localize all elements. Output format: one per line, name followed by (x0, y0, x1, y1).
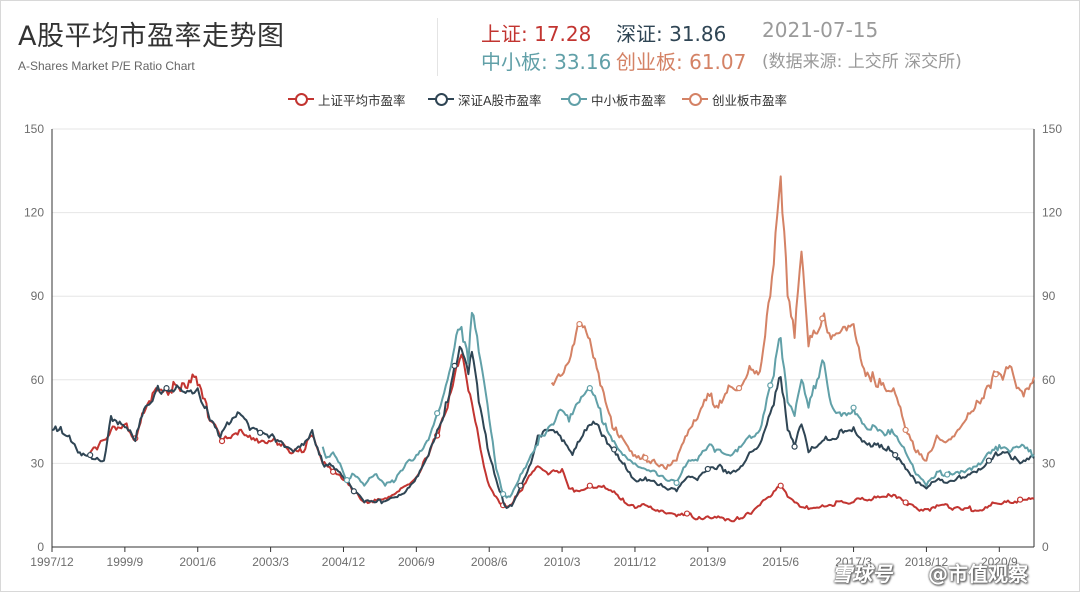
stat-sme-value: 33.16 (554, 50, 612, 74)
x-tick-label: 2008/6 (471, 555, 508, 569)
x-tick-label: 2017/3 (835, 555, 872, 569)
watermark-author: @市值观察 (928, 562, 1028, 586)
legend-marker-icon (428, 92, 454, 106)
data-point-marker (777, 482, 784, 489)
data-point-marker (850, 404, 857, 411)
data-point-marker (218, 438, 226, 445)
y-tick-label-left: 90 (31, 289, 45, 303)
data-point-marker (611, 446, 618, 453)
data-point-marker (735, 385, 743, 392)
x-tick-label: 2015/6 (762, 555, 799, 569)
data-point-marker (350, 488, 357, 495)
stat-chinext-value: 61.07 (689, 50, 747, 74)
data-point-marker (499, 490, 507, 498)
series-line (321, 311, 1035, 499)
y-tick-label-left: 120 (24, 206, 44, 220)
y-tick-label-right: 60 (1042, 373, 1056, 387)
data-point-marker (329, 468, 337, 475)
series-line (89, 353, 1035, 523)
y-tick-label-right: 30 (1042, 456, 1056, 470)
x-tick-label: 2001/6 (179, 555, 216, 569)
chart-legend: 上证平均市盈率 深证A股市盈率 中小板市盈率 创业板市盈率 (0, 88, 1080, 110)
x-tick-label: 2006/9 (398, 555, 435, 569)
x-tick-label: 2003/3 (252, 555, 289, 569)
legend-label: 中小板市盈率 (591, 92, 667, 108)
data-point-marker (985, 457, 992, 464)
legend-label: 创业板市盈率 (712, 92, 788, 108)
data-point-marker (819, 315, 826, 322)
stat-sme-label: 中小板: (481, 50, 548, 74)
data-point-marker (87, 451, 94, 459)
legend-item-sme[interactable]: 中小板市盈率 (561, 88, 666, 110)
series-line (51, 345, 1035, 509)
x-tick-label: 2020/9 (981, 555, 1018, 569)
legend-marker-icon (682, 92, 708, 106)
x-tick-label: 2018/12 (905, 555, 949, 569)
y-tick-label-left: 0 (37, 540, 44, 554)
data-point-marker (892, 451, 899, 459)
data-source: (数据来源: 上交所 深交所) (762, 52, 962, 72)
x-tick-label: 2004/12 (322, 555, 366, 569)
data-point-marker (576, 320, 583, 328)
page-subtitle: A-Shares Market P/E Ratio Chart (18, 59, 195, 73)
data-point-marker (451, 362, 458, 369)
data-point-marker (902, 499, 909, 506)
y-tick-label-right: 0 (1042, 540, 1049, 554)
header-divider (437, 18, 438, 76)
watermark-brand: 雪球号 (832, 562, 892, 586)
stat-chinext-label: 创业板: (616, 50, 683, 74)
data-point-marker (257, 429, 264, 436)
data-point-marker (683, 510, 691, 517)
series-line (550, 175, 1035, 470)
data-point-marker (992, 371, 999, 378)
y-tick-label-right: 90 (1042, 289, 1056, 303)
legend-marker-icon (561, 92, 587, 106)
x-tick-label: 1999/9 (107, 555, 144, 569)
stat-sme: 中小板: 33.16 (481, 46, 611, 75)
x-tick-label: 2011/12 (614, 555, 657, 569)
data-point-marker (704, 465, 711, 473)
stat-chinext: 创业板: 61.07 (616, 46, 746, 75)
y-tick-label-left: 30 (31, 456, 45, 470)
stat-shenzhen-value: 31.86 (669, 22, 727, 46)
data-point-marker (642, 454, 649, 461)
stat-shenzhen: 深证: 31.86 (616, 18, 726, 47)
data-point-marker (343, 477, 351, 484)
y-tick-label-left: 150 (24, 122, 44, 136)
legend-label: 上证平均市盈率 (318, 92, 406, 108)
data-point-marker (586, 482, 593, 489)
data-point-marker (163, 385, 170, 392)
data-point-marker (673, 479, 680, 487)
page-title: A股平均市盈率走势图 (18, 21, 285, 52)
data-point-marker (902, 426, 909, 434)
data-point-marker (944, 471, 951, 478)
data-point-marker (517, 482, 524, 489)
y-tick-label-left: 60 (31, 373, 45, 387)
stat-shanghai: 上证: 17.28 (481, 18, 591, 47)
data-point-marker (1017, 496, 1024, 503)
stat-shanghai-value: 17.28 (534, 22, 592, 46)
data-point-marker (586, 385, 593, 392)
y-tick-label-right: 150 (1042, 122, 1062, 136)
legend-marker-icon (288, 92, 314, 106)
x-tick-label: 2013/9 (689, 555, 726, 569)
x-tick-label: 2010/3 (544, 555, 581, 569)
data-point-marker (791, 443, 798, 450)
data-point-marker (434, 410, 441, 417)
legend-item-chinext[interactable]: 创业板市盈率 (682, 88, 787, 110)
data-point-marker (767, 382, 774, 389)
legend-item-shenzhen[interactable]: 深证A股市盈率 (428, 88, 542, 110)
x-tick-label: 1997/12 (30, 555, 74, 569)
stat-shanghai-label: 上证: (481, 22, 528, 46)
stat-shenzhen-label: 深证: (616, 22, 663, 46)
y-tick-label-right: 120 (1042, 206, 1062, 220)
data-date: 2021-07-15 (762, 18, 879, 42)
legend-label: 深证A股市盈率 (458, 92, 542, 108)
legend-item-shanghai[interactable]: 上证平均市盈率 (288, 88, 406, 110)
